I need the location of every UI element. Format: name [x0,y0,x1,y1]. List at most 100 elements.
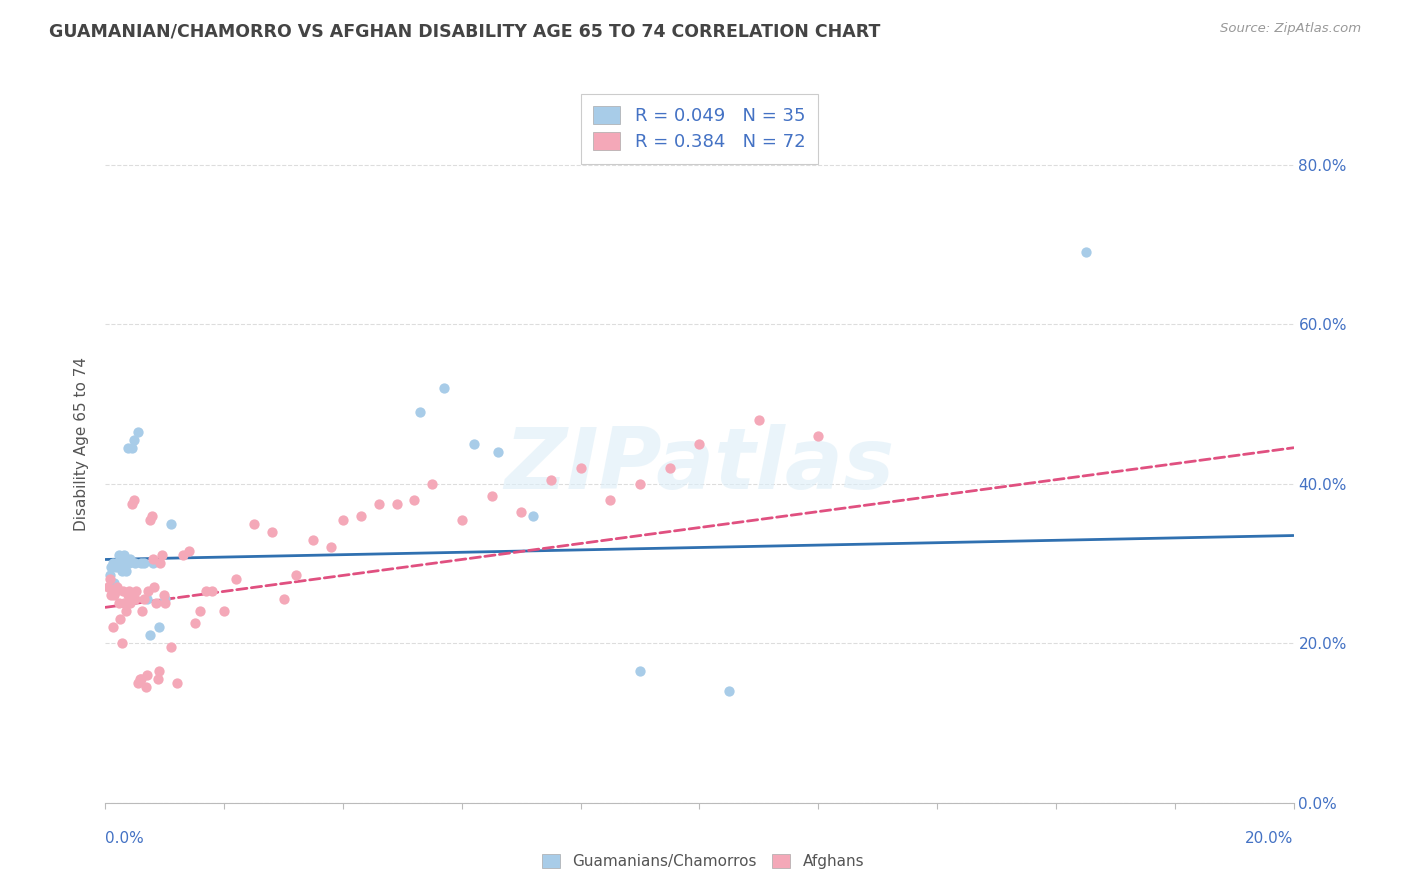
Point [141,508,163,523]
Point [145,596,167,610]
Text: 20.0%: 20.0% [1246,831,1294,846]
Point [118,584,141,599]
Point [132,592,155,607]
Point [260,524,283,539]
Point [127,425,149,439]
Point [807,429,830,443]
Point [110,612,132,626]
Point [112,557,135,571]
Point [748,413,770,427]
Point [120,552,142,566]
Point [628,664,651,678]
Point [142,557,165,571]
Point [1074,245,1097,260]
Point [115,565,138,579]
Y-axis label: Disability Age 65 to 74: Disability Age 65 to 74 [75,357,90,531]
Point [599,492,621,507]
Point [433,381,456,395]
Point [450,512,472,526]
Point [121,497,143,511]
Point [101,620,124,634]
Text: Source: ZipAtlas.com: Source: ZipAtlas.com [1220,22,1361,36]
Point [177,544,200,558]
Point [159,516,181,531]
Text: ZIPatlas: ZIPatlas [505,424,894,507]
Legend: Guamanians/Chamorros, Afghans: Guamanians/Chamorros, Afghans [536,848,870,875]
Point [214,604,236,618]
Point [124,557,146,571]
Point [97,581,120,595]
Point [129,557,152,571]
Point [131,604,153,618]
Point [100,560,122,574]
Point [118,557,141,571]
Point [540,473,562,487]
Point [122,433,145,447]
Point [121,441,143,455]
Point [114,549,136,563]
Point [481,489,503,503]
Point [135,680,157,694]
Point [115,604,138,618]
Point [152,588,174,602]
Point [107,596,129,610]
Point [105,557,128,571]
Point [143,581,166,595]
Point [183,616,205,631]
Point [105,560,128,574]
Point [103,576,125,591]
Point [129,672,152,686]
Point [139,628,162,642]
Point [98,568,121,582]
Point [136,592,159,607]
Point [148,664,170,678]
Point [273,592,295,607]
Point [243,516,266,531]
Point [110,557,132,571]
Point [367,497,389,511]
Point [139,512,162,526]
Point [148,620,170,634]
Point [124,592,146,607]
Point [166,676,188,690]
Text: GUAMANIAN/CHAMORRO VS AFGHAN DISABILITY AGE 65 TO 74 CORRELATION CHART: GUAMANIAN/CHAMORRO VS AFGHAN DISABILITY … [49,22,880,40]
Point [718,684,741,698]
Point [420,476,443,491]
Point [150,549,173,563]
Point [107,549,129,563]
Point [628,476,651,491]
Point [114,596,136,610]
Point [321,541,343,555]
Point [463,437,485,451]
Point [284,568,307,582]
Point [120,596,142,610]
Point [136,668,159,682]
Point [153,592,176,607]
Point [149,557,172,571]
Point [136,584,159,599]
Point [350,508,373,523]
Point [100,588,122,602]
Point [486,444,509,458]
Point [385,497,408,511]
Point [105,584,128,599]
Point [332,512,354,526]
Point [112,584,135,599]
Point [409,405,432,419]
Point [98,573,121,587]
Point [569,460,592,475]
Point [142,552,165,566]
Point [225,573,247,587]
Point [129,672,152,686]
Legend: R = 0.049   N = 35, R = 0.384   N = 72: R = 0.049 N = 35, R = 0.384 N = 72 [581,94,818,164]
Point [103,588,125,602]
Point [132,557,155,571]
Point [172,549,194,563]
Point [522,508,544,523]
Text: 0.0%: 0.0% [105,831,145,846]
Point [159,640,181,655]
Point [117,588,139,602]
Point [125,584,148,599]
Point [404,492,426,507]
Point [101,557,124,571]
